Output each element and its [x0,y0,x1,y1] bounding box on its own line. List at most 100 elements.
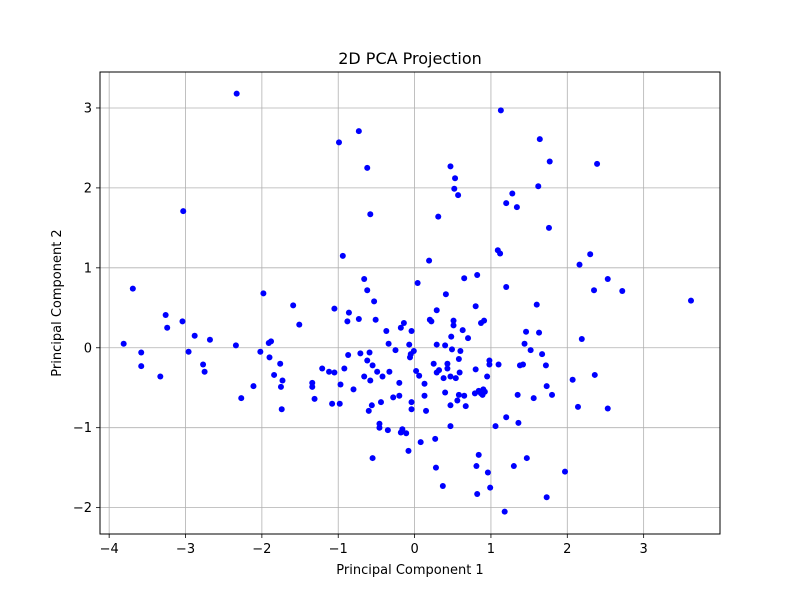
y-tick-label: 1 [84,261,92,276]
data-point [290,302,297,309]
data-point [486,361,493,368]
data-point [345,351,352,358]
data-point [396,392,403,399]
data-point [331,305,338,312]
data-point [271,371,278,378]
data-point [400,319,407,326]
data-point [433,369,440,376]
data-point [619,288,626,295]
data-point [355,315,362,322]
data-point [440,375,447,382]
data-point [484,469,491,476]
data-point [604,276,611,283]
data-point [545,224,552,231]
x-tick-label: 0 [410,542,418,557]
data-point [260,290,267,297]
data-point [233,90,240,97]
data-point [206,336,213,343]
data-point [536,329,543,336]
data-point [336,400,343,407]
data-point [403,430,410,437]
data-point [397,429,404,436]
data-point [257,348,264,355]
x-tick-label: 3 [640,542,648,557]
data-point [405,447,412,454]
data-point [377,399,384,406]
data-point [501,508,508,515]
data-point [369,455,376,462]
data-point [417,439,424,446]
data-point [364,357,371,364]
x-tick-label: 2 [563,542,571,557]
x-tick-label: −4 [100,542,119,557]
data-point [442,291,449,298]
data-point [459,327,466,334]
data-point [331,369,338,376]
data-point [442,389,449,396]
data-point [355,128,362,135]
data-point [232,342,239,349]
data-point [408,406,415,413]
data-point [569,376,576,383]
data-point [515,419,522,426]
data-point [439,483,446,490]
data-point [587,251,594,258]
data-point [413,367,420,374]
data-point [574,403,581,410]
data-point [277,383,284,390]
data-point [604,405,611,412]
y-tick-label: −2 [73,501,92,516]
data-point [384,427,391,434]
data-point [326,368,333,375]
data-point [162,311,169,318]
chart-title: 2D PCA Projection [338,49,482,68]
data-point [376,424,383,431]
plot-frame [99,71,721,535]
data-point [516,362,523,369]
data-point [542,362,549,369]
data-point [408,399,415,406]
x-tick-label: 1 [487,542,495,557]
data-point [372,316,379,323]
y-axis-ticks: −2 −1 0 1 2 3 [73,101,100,516]
data-point [329,400,336,407]
data-point [447,373,454,380]
data-point [591,371,598,378]
data-point [430,360,437,367]
data-point [319,365,326,372]
data-point [396,379,403,386]
data-point [238,395,245,402]
data-point [265,339,272,346]
data-point [416,372,423,379]
data-point [408,327,415,334]
data-point [447,402,454,409]
data-point [421,380,428,387]
data-point [339,252,346,259]
data-point [533,301,540,308]
x-tick-label: −3 [176,542,195,557]
data-point [367,377,374,384]
data-point [138,363,145,370]
data-point [341,365,348,372]
data-point [450,317,457,324]
data-point [433,341,440,348]
data-point [562,468,568,475]
data-point [576,261,583,268]
data-point [503,284,510,291]
data-point [474,491,481,498]
data-point [497,107,504,114]
data-point [549,391,556,398]
data-point [335,139,342,146]
data-point [578,335,585,342]
data-point [461,275,468,282]
data-point [543,494,550,501]
data-point [385,340,392,347]
data-point [510,463,517,470]
data-point [444,360,451,367]
data-point [366,349,373,356]
x-axis-ticks: −4 −3 −2 −1 0 1 2 3 [100,534,648,557]
data-point [428,318,435,325]
y-tick-label: 2 [84,181,92,196]
